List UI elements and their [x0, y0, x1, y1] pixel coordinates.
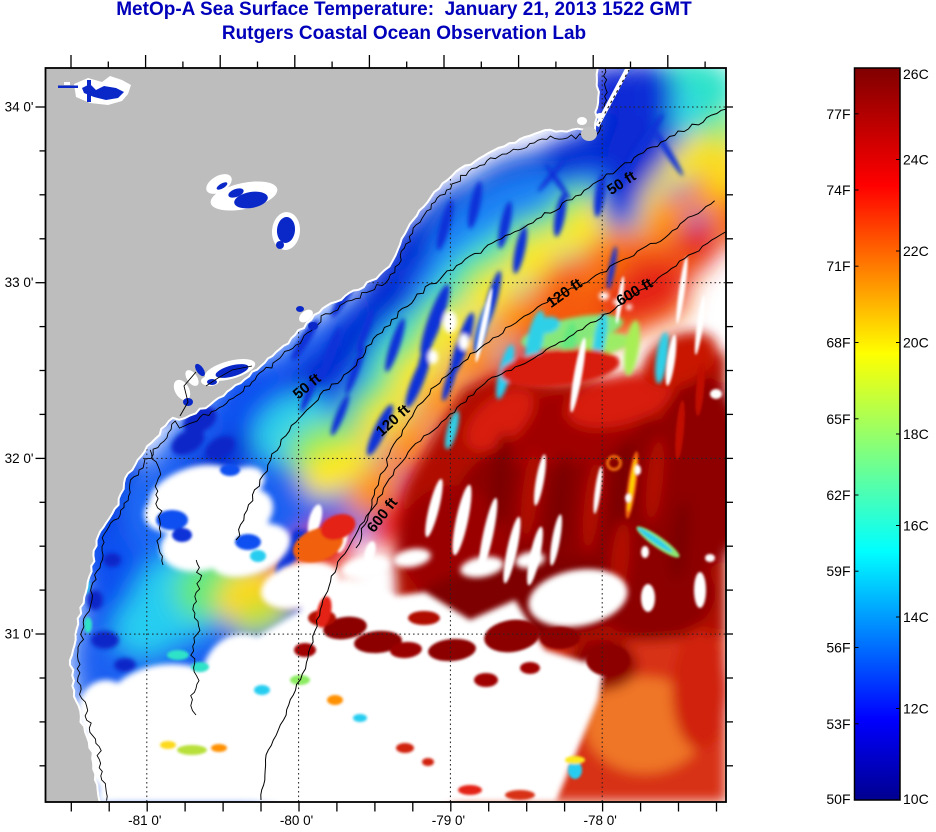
svg-text:12C: 12C [903, 701, 929, 717]
svg-text:32 0': 32 0' [5, 451, 34, 466]
svg-text:26C: 26C [903, 66, 929, 82]
svg-text:20C: 20C [903, 335, 929, 351]
svg-text:74F: 74F [826, 182, 850, 198]
svg-text:-78 0': -78 0' [584, 813, 617, 828]
svg-text:77F: 77F [826, 106, 850, 122]
svg-text:62F: 62F [826, 487, 850, 503]
svg-text:14C: 14C [903, 609, 929, 625]
svg-text:65F: 65F [826, 411, 850, 427]
svg-text:53F: 53F [826, 716, 850, 732]
svg-text:71F: 71F [826, 258, 850, 274]
svg-text:24C: 24C [903, 152, 929, 168]
svg-text:16C: 16C [903, 518, 929, 534]
svg-text:56F: 56F [826, 640, 850, 656]
svg-text:59F: 59F [826, 563, 850, 579]
svg-text:68F: 68F [826, 335, 850, 351]
svg-text:22C: 22C [903, 243, 929, 259]
svg-text:50F: 50F [826, 791, 850, 807]
svg-text:-81 0': -81 0' [128, 813, 161, 828]
svg-text:34 0': 34 0' [5, 100, 34, 115]
svg-text:18C: 18C [903, 426, 929, 442]
svg-text:-79 0': -79 0' [432, 813, 465, 828]
svg-text:-80 0': -80 0' [280, 813, 313, 828]
svg-text:31 0': 31 0' [5, 627, 34, 642]
svg-text:10C: 10C [903, 791, 929, 807]
svg-text:33 0': 33 0' [5, 275, 34, 290]
